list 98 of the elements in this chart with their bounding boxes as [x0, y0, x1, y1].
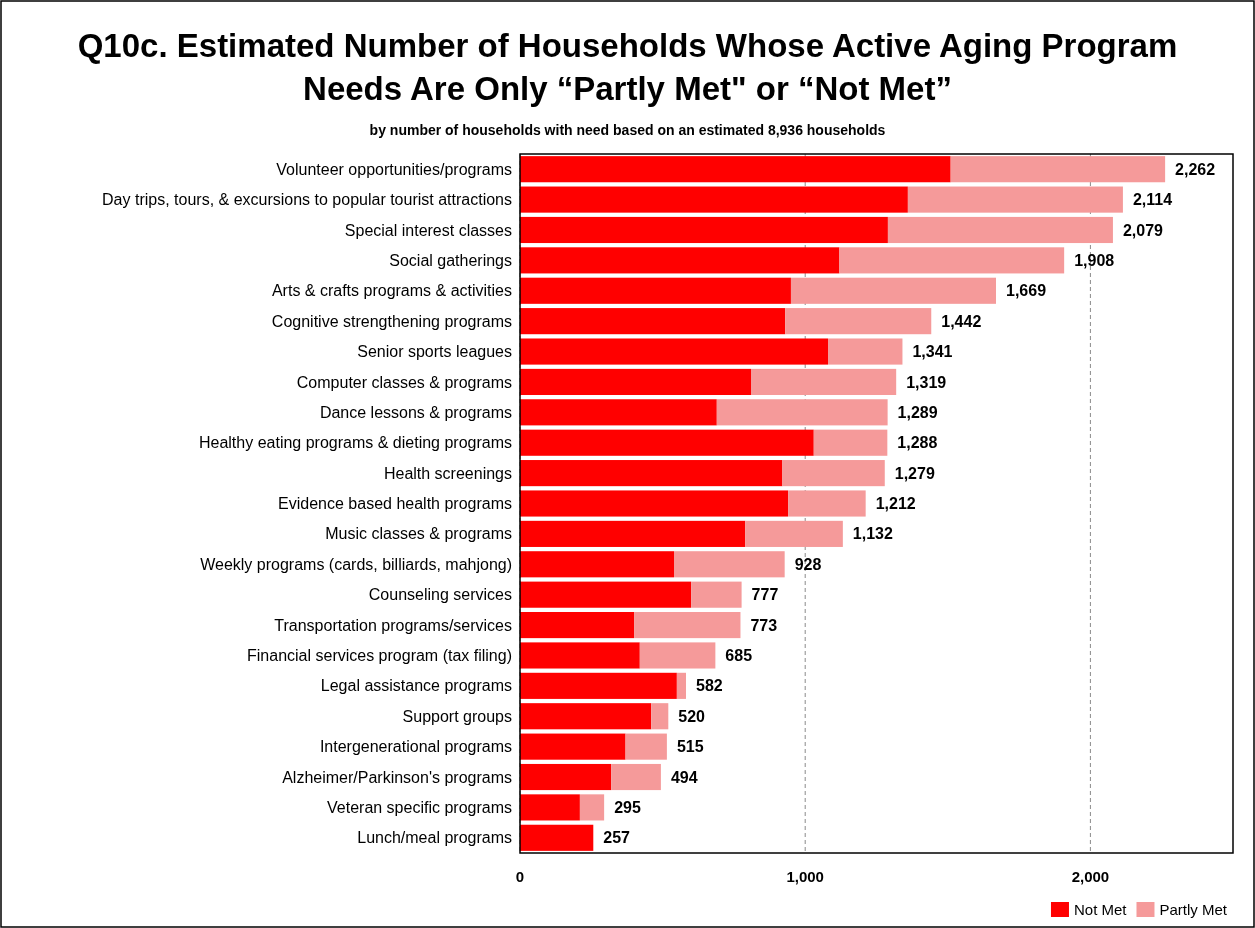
bar: [745, 520, 843, 547]
total-label: 494: [670, 768, 698, 786]
legend-label: Not Met: [1073, 901, 1128, 919]
y-tick-label: Volunteer opportunities/programs: [276, 160, 512, 178]
y-tick-label: Alzheimer/Parkinson's programs: [282, 768, 512, 786]
bar: [520, 733, 626, 760]
x-tick-label: 1,000: [786, 868, 824, 885]
y-tick-label: Social gatherings: [389, 251, 512, 269]
y-tick-label: Intergenerational programs: [319, 738, 512, 756]
bar: [520, 672, 677, 699]
bar: [520, 794, 580, 821]
bar: [782, 460, 885, 487]
total-label: 582: [695, 677, 723, 695]
total-label: 1,132: [852, 525, 893, 543]
total-label: 1,212: [875, 495, 916, 513]
bar: [716, 399, 888, 426]
bar: [691, 581, 742, 608]
total-label: 1,442: [941, 312, 982, 330]
bar: [520, 156, 951, 183]
total-label: 1,319: [906, 373, 947, 391]
y-tick-label: Cognitive strengthening programs: [271, 312, 512, 330]
bar: [520, 216, 888, 244]
bar: [828, 338, 903, 365]
total-label: 1,341: [912, 343, 953, 361]
y-tick-label: Special interest classes: [344, 221, 512, 239]
bar: [887, 216, 1113, 244]
bar: [950, 156, 1166, 183]
bar: [676, 672, 686, 699]
bar: [520, 551, 675, 578]
bar: [520, 703, 652, 730]
bar: [785, 308, 932, 335]
bar: [520, 581, 692, 608]
bar: [520, 642, 640, 669]
chart-title: Q10c. Estimated Number of Households Whose Active Aging Program Needs Are Only “Partly Met" or “Not Met”: [77, 27, 1178, 107]
bar: [651, 703, 669, 730]
total-label: 1,288: [897, 434, 938, 452]
y-tick-label: Veteran specific programs: [327, 799, 512, 817]
bar: [839, 247, 1065, 274]
y-tick-label: Computer classes & programs: [296, 373, 512, 391]
chart-subtitle: by number of households with need based on an estimated 8,936 households: [369, 122, 886, 138]
bar: [751, 368, 897, 395]
total-label: 1,908: [1074, 251, 1115, 269]
y-tick-label: Weekly programs (cards, billiards, mahjong): [200, 555, 512, 573]
y-tick-label: Day trips, tours, & excursions to popular tourist attractions: [102, 191, 512, 209]
total-label: 928: [794, 555, 822, 573]
bar: [520, 277, 791, 304]
total-label: 295: [614, 799, 641, 817]
bar: [790, 277, 996, 304]
bar: [520, 429, 814, 456]
y-tick-label: Senior sports leagues: [357, 343, 512, 361]
total-label: 773: [750, 616, 778, 634]
total-label: 1,669: [1006, 282, 1047, 300]
bar: [520, 186, 908, 213]
bar: [520, 612, 635, 639]
bar: [520, 247, 840, 274]
total-label: 520: [678, 707, 706, 725]
y-tick-label: Counseling services: [368, 586, 512, 604]
y-tick-label: Arts & crafts programs & activities: [271, 282, 512, 300]
y-tick-label: Support groups: [402, 707, 512, 725]
bar: [813, 429, 888, 456]
bar: [520, 824, 594, 851]
y-tick-label: Evidence based health programs: [278, 495, 512, 513]
bar: [639, 642, 716, 669]
bar: [520, 308, 786, 335]
total-label: 515: [676, 738, 704, 756]
total-label: 777: [751, 586, 779, 604]
bar: [520, 763, 612, 791]
bar: [674, 551, 785, 578]
bar: [579, 794, 605, 821]
y-tick-label: Transportation programs/services: [274, 616, 512, 634]
bar: [520, 368, 752, 395]
bar: [611, 763, 661, 791]
total-label: 1,279: [894, 464, 935, 482]
bar: [788, 490, 866, 517]
total-label: 2,114: [1132, 191, 1173, 209]
bar: [625, 733, 667, 760]
y-tick-label: Lunch/meal programs: [357, 829, 512, 847]
y-tick-label: Music classes & programs: [325, 525, 512, 543]
x-tick-label: 2,000: [1071, 868, 1110, 885]
bar: [907, 186, 1123, 213]
y-tick-label: Legal assistance programs: [320, 677, 512, 695]
y-tick-label: Healthy eating programs & dieting programs: [198, 434, 512, 452]
bar: [520, 338, 829, 365]
legend-label: Partly Met: [1159, 901, 1228, 919]
x-tick-label: 0: [515, 868, 525, 885]
total-label: 1,289: [897, 403, 938, 421]
bar: [520, 490, 789, 517]
total-label: 2,079: [1122, 221, 1164, 239]
bar: [520, 399, 717, 426]
total-label: 2,262: [1175, 160, 1216, 178]
total-label: 257: [603, 829, 631, 847]
total-label: 685: [725, 647, 753, 665]
y-tick-label: Financial services program (tax filing): [247, 647, 512, 665]
y-tick-label: Health screenings: [383, 464, 512, 482]
bar: [520, 520, 746, 547]
bar: [520, 460, 783, 487]
y-tick-label: Dance lessons & programs: [319, 403, 512, 421]
bar: [634, 612, 741, 639]
